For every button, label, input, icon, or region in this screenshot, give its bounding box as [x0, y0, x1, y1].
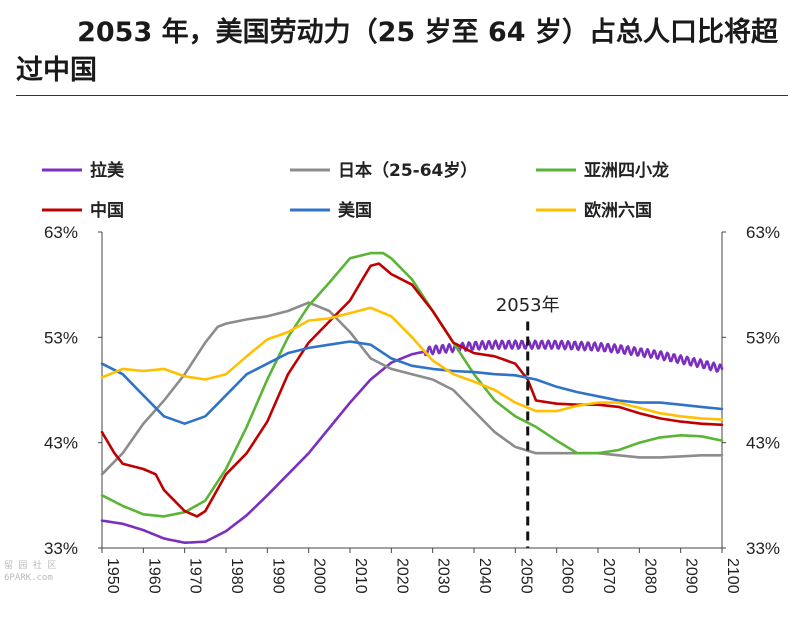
series-line-1: [100, 301, 724, 476]
title-line-2: 过中国: [16, 55, 97, 86]
y-tick-label-left: 53%: [44, 328, 78, 347]
x-tick-label: 1980: [228, 558, 245, 594]
series-line-5: [100, 306, 724, 421]
x-tick-label: 1960: [145, 558, 162, 594]
page-title: 2053 年，美国劳动力（25 岁至 64 岁）占总人口比将超 过中国: [16, 14, 786, 90]
y-tick-label-left: 33%: [44, 539, 78, 558]
x-tick-label: 2010: [352, 558, 369, 594]
annotation-label: 2053年: [496, 295, 560, 316]
series-line-2: [100, 251, 724, 518]
watermark: 留 园 社 区 6PARK.com: [4, 560, 56, 584]
x-tick-label: 2000: [311, 558, 328, 594]
legend-label-4: 美国: [338, 200, 372, 221]
x-tick-label: 2070: [600, 558, 617, 594]
x-tick-label: 1950: [104, 558, 121, 594]
watermark-line-2: 6PARK.com: [4, 573, 53, 583]
legend-label-5: 欧洲六国: [584, 200, 652, 221]
x-tick-label: 1990: [269, 558, 286, 594]
x-tick-label: 2080: [641, 558, 658, 594]
x-tick-label: 2060: [559, 558, 576, 594]
legend-label-0: 拉美: [90, 160, 125, 181]
x-tick-label: 1970: [187, 558, 204, 594]
legend-label-2: 亚洲四小龙: [584, 160, 669, 181]
x-tick-label: 2040: [476, 558, 493, 594]
y-tick-label-right: 53%: [746, 328, 780, 347]
x-tick-label: 2030: [435, 558, 452, 594]
y-tick-label-left: 63%: [44, 223, 78, 242]
y-tick-label-right: 63%: [746, 223, 780, 242]
legend-label-3: 中国: [90, 200, 124, 221]
x-tick-label: 2050: [517, 558, 534, 594]
x-tick-label: 2020: [393, 558, 410, 594]
x-tick-label: 2090: [683, 558, 700, 594]
series-line-4: [100, 340, 724, 425]
y-tick-label-right: 43%: [746, 434, 780, 453]
watermark-line-1: 留 园 社 区: [4, 561, 57, 571]
title-line-1: 2053 年，美国劳动力（25 岁至 64 岁）占总人口比将超: [77, 17, 778, 48]
series-line-0: [100, 339, 724, 544]
y-tick-label-left: 43%: [44, 434, 78, 453]
x-tick-label: 2100: [724, 558, 741, 594]
title-divider: [16, 95, 788, 96]
legend-label-1: 日本（25-64岁）: [338, 160, 477, 181]
series-line-3: [100, 262, 724, 518]
y-tick-label-right: 33%: [746, 539, 780, 558]
